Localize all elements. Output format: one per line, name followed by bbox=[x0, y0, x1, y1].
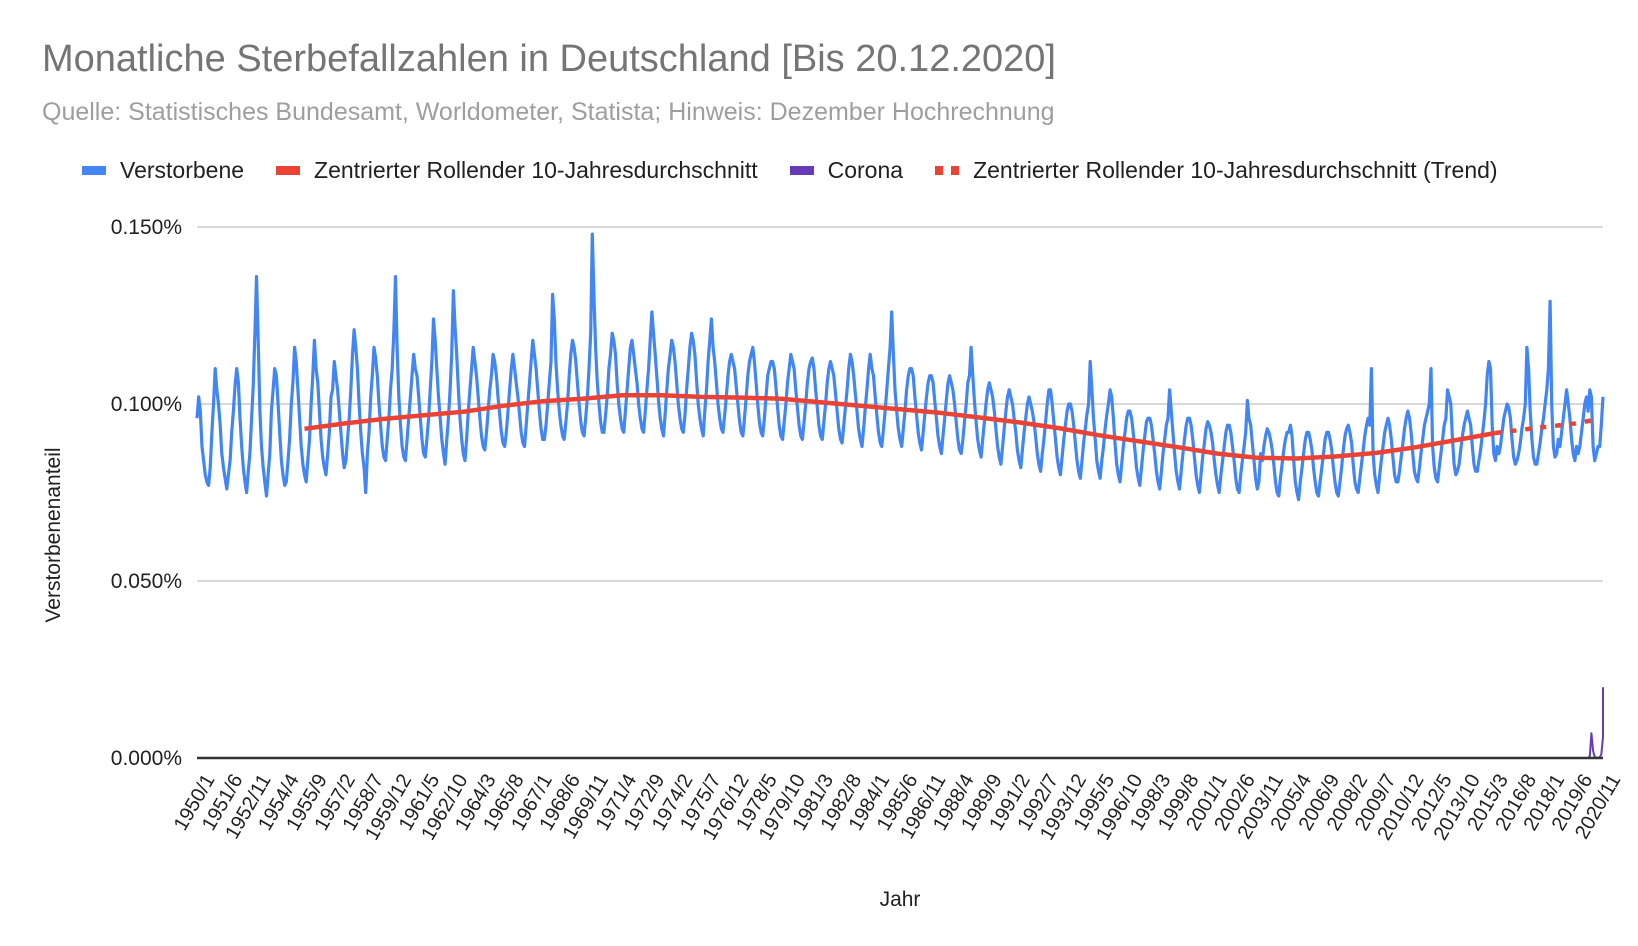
legend-item-verstorbene[interactable]: Verstorbene bbox=[82, 157, 244, 184]
y-tick-labels: 0.000% 0.050% 0.100% 0.150% bbox=[111, 216, 182, 770]
y-tick-label: 0.150% bbox=[111, 216, 182, 239]
legend-swatch-trend bbox=[935, 165, 960, 175]
legend-swatch-verstorbene bbox=[82, 165, 106, 175]
legend-item-corona[interactable]: Corona bbox=[789, 156, 904, 184]
legend: Verstorbene Zentrierter Rollender 10-Jah… bbox=[82, 155, 1530, 185]
y-tick-label: 0.100% bbox=[111, 393, 182, 416]
legend-item-rolling-average[interactable]: Zentrierter Rollender 10-Jahresdurchschn… bbox=[276, 157, 758, 184]
y-tick-label: 0.000% bbox=[111, 747, 182, 770]
legend-label: Corona bbox=[827, 156, 904, 183]
x-tick-labels: 1950/11951/61952/111954/41955/91957/2195… bbox=[170, 771, 1626, 845]
legend-label: Verstorbene bbox=[120, 156, 245, 183]
legend-swatch-rolling-average bbox=[276, 165, 301, 175]
series-line-corona bbox=[1586, 687, 1604, 759]
chart-subtitle: Quelle: Statistisches Bundesamt, Worldom… bbox=[42, 98, 1055, 126]
chart-title: Monatliche Sterbefallzahlen in Deutschla… bbox=[42, 38, 1056, 80]
series-line-trend bbox=[1495, 417, 1596, 436]
gridlines bbox=[197, 226, 1603, 582]
legend-swatch-corona bbox=[789, 165, 814, 175]
series-line-verstorbene bbox=[195, 232, 1605, 502]
legend-item-trend[interactable]: Zentrierter Rollender 10-Jahresdurchschn… bbox=[935, 157, 1498, 184]
x-axis-title: Jahr bbox=[880, 888, 921, 911]
series-line-rolling-average bbox=[304, 392, 1496, 461]
series-lines bbox=[195, 232, 1605, 759]
legend-label: Zentrierter Rollender 10-Jahresdurchschn… bbox=[314, 156, 758, 183]
legend-label: Zentrierter Rollender 10-Jahresdurchschn… bbox=[973, 156, 1498, 183]
y-axis-title: Verstorbenenanteil bbox=[42, 447, 65, 622]
y-tick-label: 0.050% bbox=[111, 570, 182, 593]
